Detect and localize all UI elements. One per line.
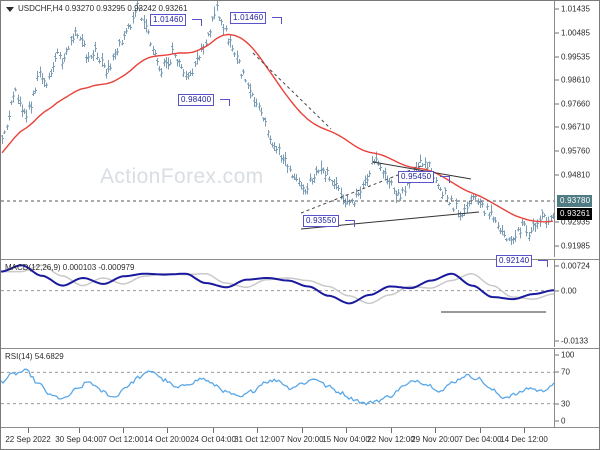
last-price-tag[interactable]: 0.93261 xyxy=(557,208,593,221)
time-axis-tick-mark xyxy=(480,428,481,433)
macd-panel[interactable]: 0.00724 0.00 -0.0133 xyxy=(1,259,599,347)
time-axis-tick-mark xyxy=(257,428,258,433)
axis-tick-mark xyxy=(555,103,559,105)
rsi-axis-tick-mark xyxy=(555,354,559,356)
price-plot-area[interactable] xyxy=(1,1,554,257)
time-axis-tick-mark xyxy=(79,428,80,433)
macd-axis-tick-mark xyxy=(555,265,559,267)
rsi-axis[interactable]: 100 70 30 0 xyxy=(554,349,599,427)
price-annotation-4[interactable]: 0.95450 xyxy=(398,171,435,183)
annotation-stem-4 xyxy=(440,176,450,177)
time-axis-label: 7 Nov 20:00 xyxy=(280,435,324,444)
axis-tick-mark xyxy=(555,79,559,81)
time-axis-label: 14 Dec 12:00 xyxy=(500,435,548,444)
price-axis-label: 0.99535 xyxy=(561,52,590,62)
rsi-panel[interactable]: 100 70 30 0 xyxy=(1,348,599,427)
annotation-hook-2 xyxy=(281,17,282,24)
symbol-header: USDCHF,H4 0.93270 0.93295 0.93242 0.9326… xyxy=(18,4,188,13)
price-axis-label: 0.91985 xyxy=(561,241,590,251)
time-axis-label: 7 Dec 04:00 xyxy=(458,435,502,444)
rsi-axis-tick-mark xyxy=(555,371,559,373)
price-panel[interactable]: 1.01435 1.00485 0.99535 0.98610 0.97660 0.967… xyxy=(1,1,599,257)
price-annotation-3[interactable]: 0.98400 xyxy=(178,94,215,106)
price-annotation-6[interactable]: 0.92140 xyxy=(496,255,533,267)
rsi-series-graphic xyxy=(1,368,554,406)
rsi-axis-tick-mark xyxy=(555,403,559,405)
rsi-axis-label: 100 xyxy=(561,350,575,360)
macd-header: MACD(12,26,9) 0.000103 -0.000979 xyxy=(5,263,135,272)
time-axis-tick-mark xyxy=(123,428,124,433)
annotation-stem-5 xyxy=(345,220,355,221)
time-axis-label: 31 Oct 12:00 xyxy=(234,435,280,444)
price-annotation-5[interactable]: 0.93550 xyxy=(303,215,340,227)
time-axis-label: 30 Sep 04:00 xyxy=(55,435,103,444)
time-axis-label: 14 Oct 20:00 xyxy=(144,435,190,444)
time-axis-tick-mark xyxy=(346,428,347,433)
axis-tick-mark xyxy=(555,221,559,223)
annotation-stem-3 xyxy=(220,99,230,100)
time-axis-tick-mark xyxy=(524,428,525,433)
rsi-axis-label: 70 xyxy=(561,367,570,377)
price-axis-label: 0.97660 xyxy=(561,99,590,109)
macd-series-graphic xyxy=(1,264,554,313)
macd-axis-label: 0.00724 xyxy=(561,261,590,271)
price-axis-label: 0.94810 xyxy=(561,170,590,180)
watermark: ActionForex.com xyxy=(100,165,264,188)
annotation-hook-3 xyxy=(229,99,230,106)
price-axis-label: 0.98610 xyxy=(561,75,590,85)
annotation-stem-6 xyxy=(538,260,548,261)
price-axis-label: 0.96710 xyxy=(561,122,590,132)
time-axis-label: 22 Sep 2022 xyxy=(5,435,51,444)
rsi-header: RSI(14) 54.6829 xyxy=(5,352,64,361)
axis-tick-mark xyxy=(555,245,559,247)
macd-axis-tick-mark xyxy=(555,340,559,342)
macd-axis-label: 0.00 xyxy=(561,286,577,296)
price-series-graphic xyxy=(1,1,554,246)
time-axis-label: 7 Oct 12:00 xyxy=(102,435,144,444)
price-annotation-2[interactable]: 1.01460 xyxy=(230,12,267,24)
axis-tick-mark xyxy=(555,150,559,152)
rsi-plot-area[interactable] xyxy=(1,349,554,427)
time-axis-label: 29 Nov 20:00 xyxy=(411,435,459,444)
price-axis-label: 0.92935 xyxy=(561,217,590,227)
time-axis-tick-mark xyxy=(167,428,168,433)
axis-tick-mark xyxy=(555,32,559,34)
price-axis-label: 1.01435 xyxy=(561,4,590,14)
price-axis[interactable]: 1.01435 1.00485 0.99535 0.98610 0.97660 0.967… xyxy=(554,1,599,257)
time-axis-tick-mark xyxy=(28,428,29,433)
time-axis-tick-mark xyxy=(391,428,392,433)
price-level-tag[interactable]: 0.93780 xyxy=(557,195,593,208)
macd-plot-area[interactable] xyxy=(1,260,554,347)
annotation-stem-2 xyxy=(272,17,282,18)
time-axis-tick-mark xyxy=(213,428,214,433)
axis-tick-mark xyxy=(555,8,559,10)
price-annotation-1[interactable]: 1.01460 xyxy=(150,14,187,26)
time-axis[interactable]: 22 Sep 2022 30 Sep 04:00 7 Oct 12:00 14 Oct… xyxy=(1,427,599,449)
axis-tick-mark xyxy=(555,56,559,58)
rsi-axis-tick-mark xyxy=(555,420,559,422)
axis-tick-mark xyxy=(555,174,559,176)
annotation-hook-6 xyxy=(547,260,548,267)
time-axis-label: 24 Oct 04:00 xyxy=(190,435,236,444)
time-axis-label: 22 Nov 12:00 xyxy=(367,435,415,444)
macd-axis-tick-mark xyxy=(555,290,559,292)
macd-axis[interactable]: 0.00724 0.00 -0.0133 xyxy=(554,260,599,347)
time-axis-tick-mark xyxy=(435,428,436,433)
annotation-stem-1 xyxy=(192,19,202,20)
rsi-axis-label: 30 xyxy=(561,399,570,409)
annotation-hook-5 xyxy=(354,220,355,227)
annotation-hook-4 xyxy=(449,176,450,183)
macd-axis-label: -0.0133 xyxy=(561,336,589,346)
price-axis-label: 0.95760 xyxy=(561,146,590,156)
time-axis-label: 15 Nov 04:00 xyxy=(322,435,370,444)
time-axis-tick-mark xyxy=(302,428,303,433)
price-axis-label: 1.00485 xyxy=(561,28,590,38)
rsi-axis-label: 0 xyxy=(561,416,566,426)
chevron-down-icon[interactable] xyxy=(6,7,14,12)
annotation-hook-1 xyxy=(201,19,202,26)
axis-tick-mark xyxy=(555,126,559,128)
